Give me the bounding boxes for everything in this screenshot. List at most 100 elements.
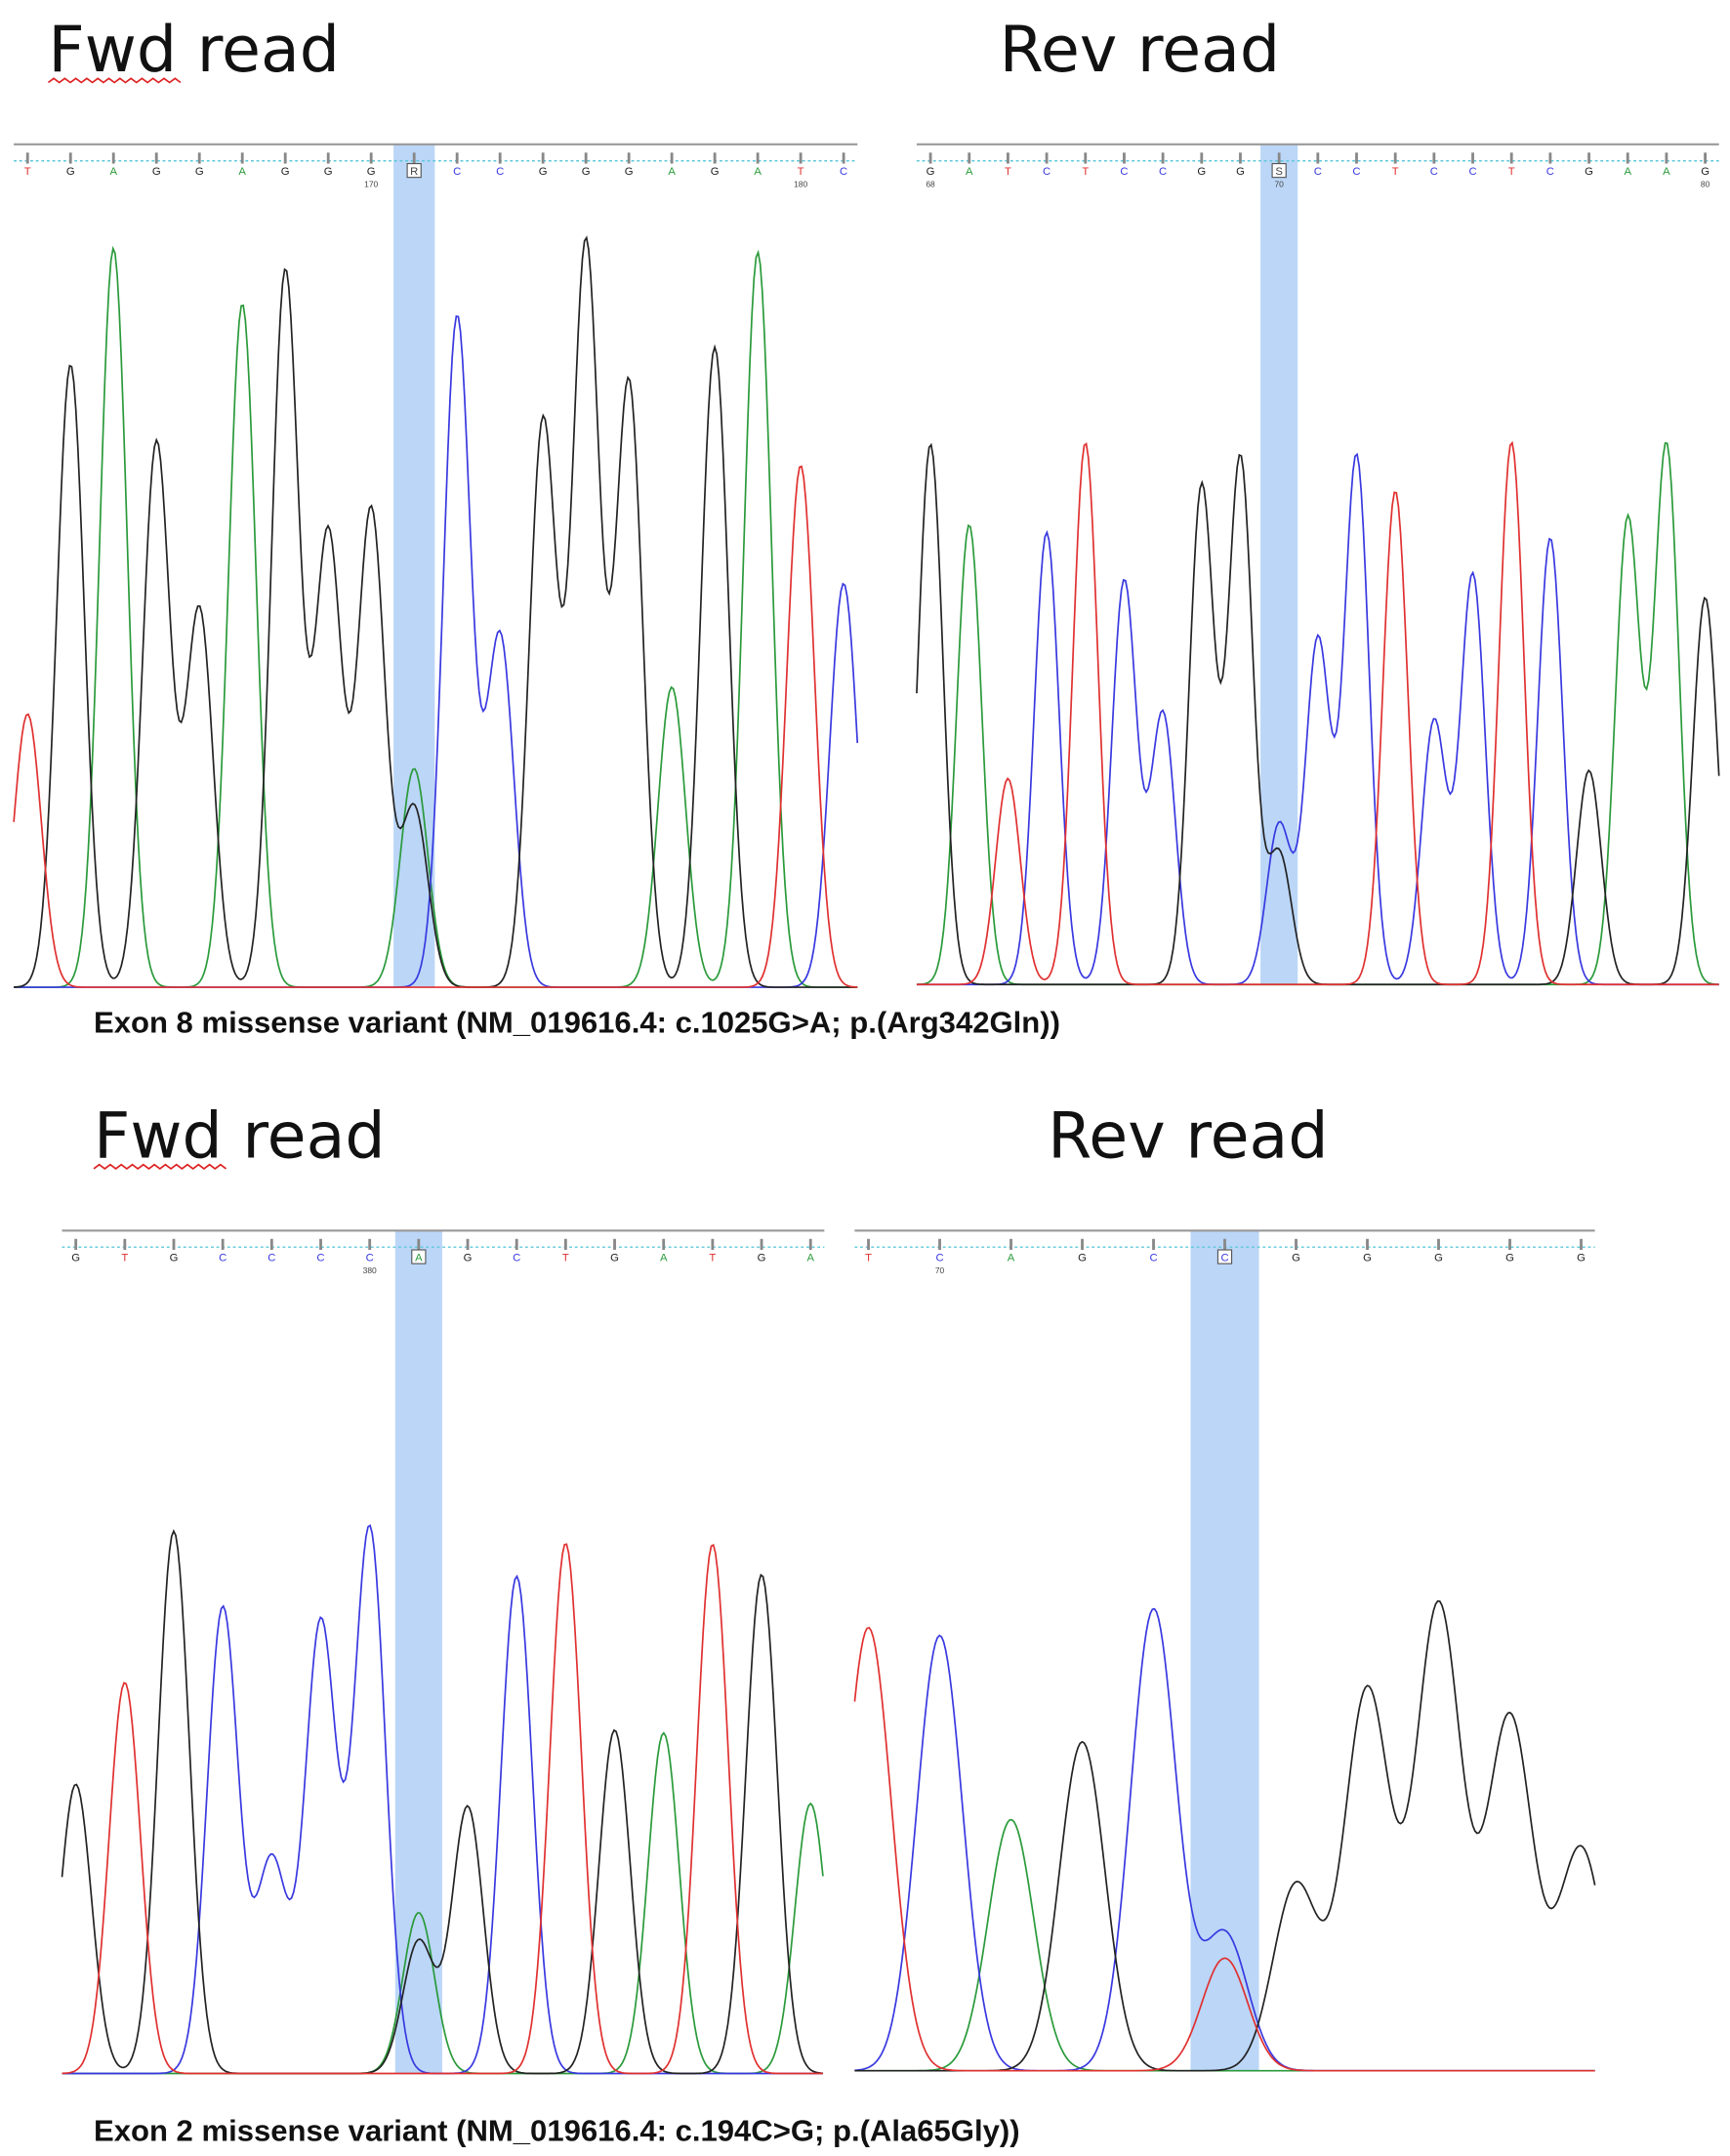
panel-title: Rev read [1048, 1100, 1329, 1174]
base-call: G [758, 1252, 766, 1264]
trace [14, 235, 858, 988]
base-call: C [513, 1252, 520, 1264]
base-call: C [453, 166, 461, 178]
base-call: S [1275, 166, 1283, 178]
base-call: G [1505, 1252, 1514, 1264]
base-call: G [324, 166, 333, 178]
trace [62, 1524, 823, 2075]
base-box [1271, 163, 1287, 179]
base-call: G [582, 166, 591, 178]
base-call: C [1120, 166, 1128, 178]
base-call: G [464, 1252, 473, 1264]
base-call: G [539, 166, 548, 178]
base-call: T [562, 1252, 569, 1264]
base-call: G [1292, 1252, 1300, 1264]
trace [916, 452, 1719, 986]
base-call: A [1624, 166, 1631, 178]
position-label: 70 [935, 1265, 945, 1275]
base-call: A [660, 1252, 668, 1264]
base-call: C [268, 1252, 275, 1264]
base-call: T [1392, 166, 1399, 178]
base-call: A [109, 166, 117, 178]
base-call: G [1236, 166, 1245, 178]
base-call: G [927, 166, 935, 178]
base-call: G [1701, 166, 1709, 178]
base-call: G [1585, 166, 1593, 178]
base-call: G [1078, 1252, 1087, 1264]
base-call: G [71, 1252, 80, 1264]
base-call: T [865, 1252, 872, 1264]
base-call: A [754, 166, 762, 178]
base-call: C [1149, 1252, 1157, 1264]
base-call: C [219, 1252, 227, 1264]
base-call: G [711, 166, 720, 178]
base-call: T [1005, 166, 1011, 178]
base-call: G [1577, 1252, 1586, 1264]
variant-highlight [394, 1230, 442, 2074]
position-label: 170 [364, 180, 378, 189]
base-call: G [1434, 1252, 1443, 1264]
base-call: G [281, 166, 290, 178]
base-call: G [367, 166, 376, 178]
trace [916, 441, 1719, 986]
trace [853, 1627, 1595, 2072]
position-label: 70 [1274, 180, 1284, 189]
position-label: 68 [926, 180, 935, 189]
base-call: G [610, 1252, 619, 1264]
base-call: R [410, 166, 418, 178]
base-call: T [709, 1252, 716, 1264]
trace [62, 1731, 824, 2075]
base-call: G [625, 166, 634, 178]
base-call: C [1430, 166, 1438, 178]
base-call: A [238, 166, 246, 178]
caption: Exon 2 missense variant (NM_019616.4: c.… [94, 2114, 1020, 2148]
base-call: G [170, 1252, 179, 1264]
base-call: C [1468, 166, 1476, 178]
base-call: A [1008, 1252, 1015, 1264]
base-call: C [316, 1252, 324, 1264]
base-call: T [121, 1252, 128, 1264]
base-call: C [496, 166, 504, 178]
base-call: A [966, 166, 973, 178]
base-call: G [152, 166, 161, 178]
base-call: G [1197, 166, 1206, 178]
spellcheck-underline [93, 1163, 227, 1170]
base-call: C [840, 166, 847, 178]
base-call: C [1043, 166, 1050, 178]
position-label: 80 [1701, 180, 1710, 189]
base-call: T [24, 166, 31, 178]
base-box [411, 1249, 427, 1265]
base-call: G [1363, 1252, 1372, 1264]
base-call: C [1220, 1252, 1228, 1264]
trace [916, 440, 1719, 986]
base-call: G [195, 166, 204, 178]
base-call: C [935, 1252, 943, 1264]
panel-title: Rev read [1000, 14, 1281, 87]
panel-title: Fwd read [48, 14, 340, 87]
trace [14, 245, 858, 988]
base-call: A [415, 1252, 423, 1264]
base-call: C [1159, 166, 1167, 178]
base-call: T [1082, 166, 1089, 178]
trace [13, 465, 858, 988]
trace [916, 442, 1720, 986]
base-call: C [1352, 166, 1360, 178]
base-box [406, 163, 422, 179]
base-call: C [1546, 166, 1554, 178]
position-label: 180 [794, 180, 807, 189]
spellcheck-underline [47, 77, 182, 84]
panel-title: Fwd read [94, 1100, 386, 1174]
base-call: G [66, 166, 75, 178]
trace [61, 1529, 823, 2075]
trace [62, 1543, 823, 2075]
base-call: A [806, 1252, 814, 1264]
base-call: A [668, 166, 676, 178]
base-call: A [1663, 166, 1670, 178]
base-call: T [798, 166, 804, 178]
base-call: C [1314, 166, 1322, 178]
base-box [1216, 1249, 1233, 1265]
base-call: C [366, 1252, 374, 1264]
caption: Exon 8 missense variant (NM_019616.4: c.… [94, 1006, 1060, 1040]
